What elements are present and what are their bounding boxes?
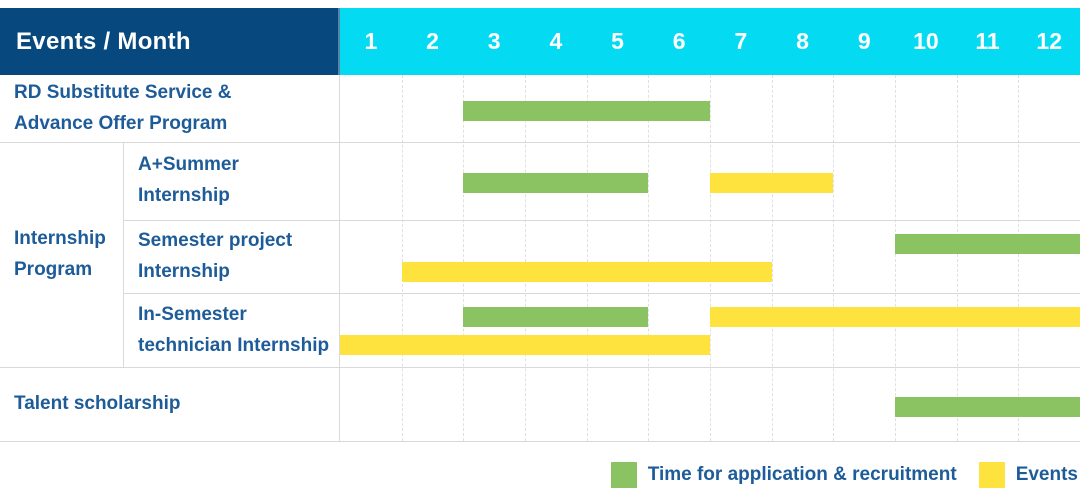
table-body: RD Substitute Service & Advance Offer Pr… bbox=[0, 75, 1080, 442]
event-bar bbox=[401, 261, 772, 282]
month-header-label: 1 bbox=[364, 28, 378, 54]
row-label-rd: RD Substitute Service & Advance Offer Pr… bbox=[0, 75, 340, 142]
month-header-label: 5 bbox=[611, 28, 624, 54]
application-swatch-icon bbox=[610, 462, 637, 488]
corner-header-label: Events / Month bbox=[16, 27, 191, 55]
row-rd-substitute: RD Substitute Service & Advance Offer Pr… bbox=[0, 75, 1080, 143]
events-month-table: Events / Month 1 2 3 4 5 6 7 8 9 10 11 12 RD Substi… bbox=[0, 8, 1080, 442]
legend-label-events: Events bbox=[1015, 464, 1078, 485]
row-label-talent: Talent scholarship bbox=[0, 368, 340, 441]
timeline-in-semester bbox=[340, 294, 1080, 367]
event-bar bbox=[340, 335, 710, 356]
row-in-semester: In-Semester technician Internship bbox=[124, 293, 1080, 367]
timeline-semester-project bbox=[340, 221, 1080, 294]
application-bar bbox=[463, 100, 710, 121]
month-header-label: 6 bbox=[672, 28, 686, 54]
month-header-label: 4 bbox=[549, 28, 563, 54]
row-label-a-summer: A+Summer Internship bbox=[124, 143, 340, 220]
application-bar bbox=[463, 307, 649, 328]
timeline-rd bbox=[340, 75, 1080, 142]
month-header-label: 8 bbox=[796, 28, 809, 54]
application-bar bbox=[895, 396, 1080, 417]
table-header: Events / Month 1 2 3 4 5 6 7 8 9 10 11 12 bbox=[0, 8, 1080, 75]
row-semester-project: Semester project Internship bbox=[124, 219, 1080, 294]
group-label-internship: Internship Program bbox=[0, 143, 124, 367]
events-swatch-icon bbox=[978, 462, 1005, 488]
month-header-label: 9 bbox=[857, 28, 871, 54]
month-header-label: 10 bbox=[913, 28, 939, 54]
month-header-label: 11 bbox=[975, 28, 1000, 54]
timeline-a-summer bbox=[340, 143, 1080, 220]
row-label-semester-project: Semester project Internship bbox=[124, 220, 340, 294]
row-label-in-semester: In-Semester technician Internship bbox=[124, 294, 340, 367]
month-header-label: 12 bbox=[1036, 28, 1063, 54]
month-header-label: 2 bbox=[426, 28, 439, 54]
month-header-label: 3 bbox=[487, 28, 501, 54]
legend-label-application: Time for application & recruitment bbox=[647, 464, 957, 485]
event-bar bbox=[710, 173, 834, 194]
month-header-row: 1 2 3 4 5 6 7 8 9 10 11 12 bbox=[340, 8, 1080, 75]
timeline-talent bbox=[340, 368, 1080, 441]
event-bar bbox=[710, 307, 1080, 328]
legend-item-application: Time for application & recruitment bbox=[610, 462, 957, 488]
row-group-internship: Internship Program A+Summer Internship S… bbox=[0, 143, 1080, 368]
month-header-label: 7 bbox=[734, 28, 748, 54]
row-a-summer: A+Summer Internship bbox=[124, 143, 1080, 220]
legend-item-events: Events bbox=[978, 462, 1078, 488]
row-talent-scholarship: Talent scholarship bbox=[0, 368, 1080, 441]
application-bar bbox=[895, 233, 1080, 254]
legend: Time for application & recruitment Event… bbox=[0, 442, 1080, 494]
application-bar bbox=[463, 173, 649, 194]
corner-header-cell: Events / Month bbox=[0, 8, 340, 75]
internship-subrows: A+Summer Internship Semester project Int… bbox=[124, 143, 1080, 367]
